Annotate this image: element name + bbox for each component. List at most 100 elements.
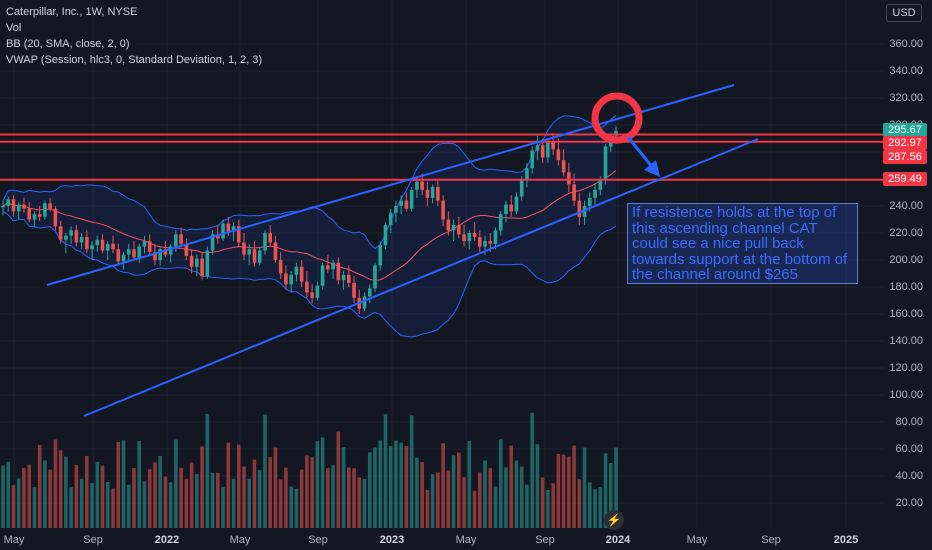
volume-bar [205,413,210,528]
text-annotation[interactable]: If resistence holds at the top of this a… [627,203,858,284]
vwap-indicator-label[interactable]: VWAP (Session, hlc3, 0, Standard Deviati… [6,54,263,66]
candle-body [436,187,440,201]
candle-body [58,226,63,240]
candle-body [32,214,37,220]
volume-bar [221,487,225,528]
candle-body [278,260,283,274]
candle-body [27,208,31,220]
candle-body [388,212,393,225]
volume-bar [64,456,68,528]
symbol-title[interactable]: Caterpillar, Inc., 1W, NYSE [6,6,138,18]
volume-bar [216,472,220,528]
price-tick-label: 60.00 [895,443,923,455]
candle-body [525,168,529,181]
volume-bar [488,468,493,528]
price-axis[interactable]: 360.00340.00320.00300.00280.00260.00240.… [884,0,932,550]
price-tag: 259.49 [883,172,927,186]
candle-body [268,233,273,243]
candle-body [588,197,592,206]
candle-body [551,141,555,150]
volume-bar [483,460,487,528]
candle-body [373,265,377,289]
candle-body [320,265,325,286]
volume-bar [346,467,351,528]
candle-body [467,233,472,242]
lightning-icon[interactable]: ⚡ [604,510,624,530]
volume-bar [236,444,241,528]
price-tick-label: 20.00 [895,497,923,509]
candle-body [598,180,603,190]
price-tick-label: 240.00 [889,200,923,212]
volume-bar [310,457,314,528]
candle-body [69,230,73,236]
volume-bar [614,447,618,528]
band-fill [3,115,616,337]
time-tick-label: May [455,534,477,546]
volume-bar [268,456,273,528]
candle-body [383,224,388,246]
candle-body [116,249,121,262]
candle-body [205,250,210,277]
volume-indicator-label[interactable]: Vol [6,22,22,34]
volume-bar [378,440,383,528]
volume-bar [263,414,267,528]
candle-body [294,266,299,275]
volume-bar [509,445,514,528]
candle-body [22,204,26,209]
volume-bar [519,466,524,528]
volume-bar [69,487,73,528]
volume-bar [535,444,540,528]
time-tick-label: May [686,534,708,546]
volume-bar [158,455,162,528]
candle-body [352,282,356,298]
time-tick-label: 2022 [154,534,180,546]
candle-body [346,274,351,283]
volume-bar [48,469,52,528]
price-tick-label: 120.00 [889,362,923,374]
candle-body [603,146,608,181]
currency-button[interactable]: USD [886,4,922,22]
candle-body [184,243,189,256]
volume-bar [441,443,445,528]
volume-bar [289,486,293,528]
candle-body [535,145,540,151]
volume-bar [273,447,278,528]
candle-body [462,234,466,242]
highlight-circle [591,92,643,144]
price-tick-label: 200.00 [889,254,923,266]
candle-body [210,234,215,251]
volume-bar [457,452,461,528]
volume-bar [462,477,466,528]
channel-lower-line [83,138,759,417]
candle-body [231,226,236,232]
candle-body [556,149,561,161]
price-chart[interactable] [0,0,884,528]
bollinger-indicator-label[interactable]: BB (20, SMA, close, 2, 0) [6,38,130,50]
time-tick-label: May [229,534,251,546]
time-axis[interactable]: May Sep 2022 May Sep 2023 May Sep 2024 May Sep 2025 [0,528,884,550]
candle-body [163,249,168,255]
volume-bar [561,454,566,528]
candle-body [247,249,252,255]
candle-body [95,239,100,246]
candle-body [331,262,335,270]
volume-bar [168,482,173,528]
volume-bar [336,431,341,528]
volume-bar [409,415,414,528]
candle-body [305,281,309,293]
volume-bar [184,479,189,528]
candle-body [420,181,424,190]
volume-bar [467,441,472,528]
candle-body [504,204,508,215]
time-tick-label: Sep [83,534,103,546]
volume-bar [598,486,603,528]
volume-bar [593,489,597,528]
candle-body [446,219,451,231]
candle-body [11,199,16,212]
candle-body [257,250,262,263]
candle-body [100,239,105,251]
time-tick-label: 2024 [605,534,631,546]
volume-bar [58,450,63,528]
volume-bar [105,481,110,528]
candle-body [483,241,487,247]
